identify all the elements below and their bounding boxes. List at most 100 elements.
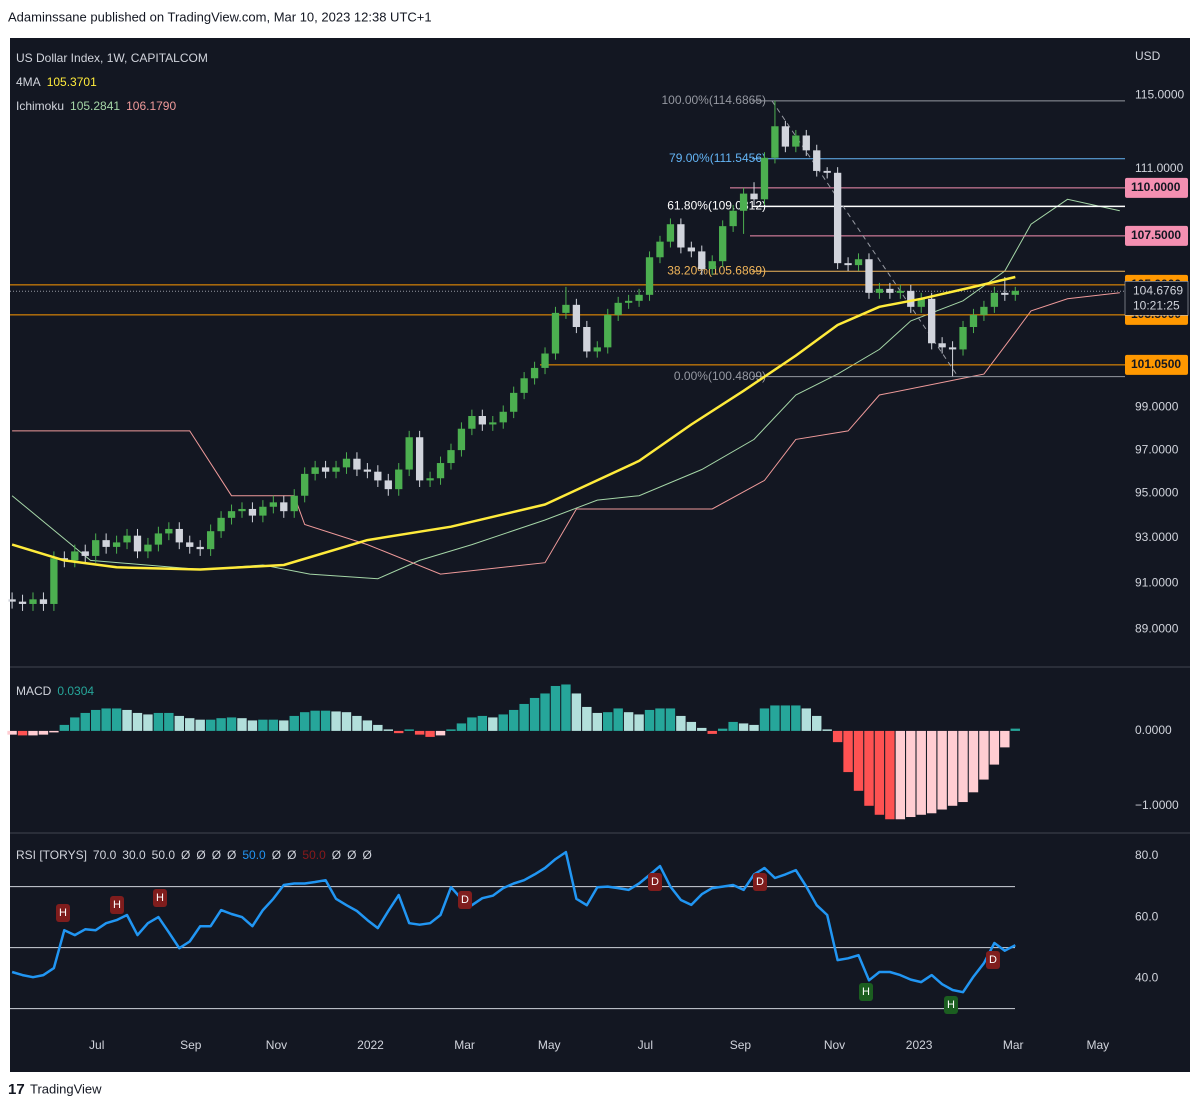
candle-body bbox=[583, 327, 591, 352]
chart-title: US Dollar Index, 1W, CAPITALCOM bbox=[16, 51, 208, 65]
histogram-bar bbox=[320, 710, 331, 731]
divergence-label: H bbox=[862, 986, 870, 998]
divergence-marker bbox=[153, 889, 167, 907]
candle-body bbox=[468, 415, 476, 429]
candle-body bbox=[436, 463, 445, 479]
chart-background bbox=[10, 38, 1190, 1072]
histogram-bar bbox=[435, 730, 446, 736]
candle-body bbox=[426, 478, 434, 481]
indicator-param: 70.0 bbox=[93, 848, 117, 862]
histogram-bar bbox=[832, 730, 843, 743]
histogram-bar bbox=[404, 729, 414, 731]
histogram-bar bbox=[237, 718, 247, 731]
histogram-bar bbox=[279, 720, 289, 731]
indicator-param: Ø bbox=[181, 848, 190, 862]
histogram-bar bbox=[968, 730, 979, 793]
price-tag bbox=[1125, 177, 1188, 198]
histogram-bar bbox=[1000, 730, 1010, 748]
candle-body bbox=[781, 126, 790, 147]
histogram-bar bbox=[853, 730, 864, 791]
y-tick-label: 40.0 bbox=[1135, 970, 1159, 984]
histogram-bar bbox=[49, 730, 59, 733]
histogram-bar bbox=[352, 715, 362, 731]
candle-body bbox=[238, 508, 246, 512]
candle-body bbox=[854, 259, 863, 266]
histogram-bar bbox=[414, 730, 425, 735]
candle-body bbox=[175, 528, 183, 543]
candle-body bbox=[572, 304, 581, 328]
histogram-bar bbox=[205, 719, 216, 731]
histogram-bar bbox=[394, 730, 404, 734]
candle-body bbox=[833, 172, 842, 264]
histogram-bar bbox=[519, 703, 529, 731]
histogram-bar bbox=[676, 715, 686, 731]
histogram-bar bbox=[728, 721, 738, 731]
histogram-bar bbox=[383, 729, 393, 731]
indicator-param: Ø bbox=[362, 848, 371, 862]
histogram-bar bbox=[665, 708, 676, 731]
histogram-bar bbox=[310, 710, 320, 731]
candle-body bbox=[8, 599, 16, 602]
candle-body bbox=[990, 292, 999, 307]
y-tick-label: 93.0000 bbox=[1135, 530, 1179, 544]
histogram-bar bbox=[864, 730, 874, 806]
candle-body bbox=[405, 437, 413, 470]
histogram-bar bbox=[195, 719, 205, 731]
y-tick-label: 95.0000 bbox=[1135, 486, 1179, 500]
histogram-bar bbox=[111, 708, 122, 731]
candle-body bbox=[206, 531, 215, 550]
divergence-label: H bbox=[59, 907, 67, 919]
histogram-bar bbox=[738, 723, 749, 731]
candle-body bbox=[81, 551, 89, 556]
histogram-bar bbox=[947, 730, 958, 806]
candle-body bbox=[154, 533, 163, 545]
candle-body bbox=[792, 135, 800, 147]
candle-body bbox=[917, 298, 925, 307]
candle-body bbox=[865, 259, 873, 293]
histogram-bar bbox=[623, 712, 634, 731]
candle-body bbox=[896, 290, 904, 293]
x-tick-label: Jul bbox=[89, 1038, 104, 1052]
divergence-label: D bbox=[756, 876, 764, 888]
candle-body bbox=[551, 312, 560, 354]
histogram-bar bbox=[477, 715, 488, 731]
histogram-bar bbox=[916, 730, 926, 815]
fib-label: 79.00%(111.5456) bbox=[669, 151, 766, 165]
candle-body bbox=[708, 261, 716, 270]
candle-body bbox=[144, 544, 152, 552]
candle-body bbox=[311, 467, 319, 474]
y-tick-label: 111.0000 bbox=[1135, 161, 1184, 175]
histogram-bar bbox=[707, 730, 717, 734]
candle-body bbox=[729, 210, 737, 227]
histogram-bar bbox=[958, 730, 968, 803]
histogram-bar bbox=[299, 712, 310, 731]
candle-body bbox=[447, 450, 455, 464]
candle-body bbox=[290, 495, 298, 512]
histogram-bar bbox=[498, 714, 508, 731]
x-tick-label: Sep bbox=[730, 1038, 752, 1052]
histogram-bar bbox=[331, 711, 341, 731]
candle-body bbox=[980, 306, 988, 315]
histogram-bar bbox=[529, 697, 540, 731]
histogram-bar bbox=[38, 730, 49, 735]
histogram-bar bbox=[362, 720, 373, 731]
x-tick-label: 2023 bbox=[906, 1038, 933, 1052]
candle-body bbox=[886, 288, 894, 293]
y-tick-label: 80.0 bbox=[1135, 848, 1159, 862]
histogram-bar bbox=[153, 712, 164, 731]
price-tag-label: 107.5000 bbox=[1131, 228, 1181, 242]
histogram-bar bbox=[122, 709, 132, 731]
candle-body bbox=[478, 415, 486, 425]
histogram-bar bbox=[582, 706, 592, 731]
divergence-marker bbox=[458, 891, 472, 909]
candle-body bbox=[363, 469, 372, 472]
histogram-bar bbox=[655, 708, 665, 731]
histogram-bar bbox=[906, 730, 916, 818]
legend-value: 105.2841 bbox=[70, 99, 120, 113]
fib-label: 100.00%(114.6865) bbox=[661, 93, 766, 107]
y-tick-label: 97.0000 bbox=[1135, 442, 1179, 456]
candle-body bbox=[677, 224, 685, 248]
x-tick-label: May bbox=[538, 1038, 561, 1052]
x-tick-label: Mar bbox=[1003, 1038, 1024, 1052]
bar-countdown: 10:21:25 bbox=[1133, 298, 1180, 312]
